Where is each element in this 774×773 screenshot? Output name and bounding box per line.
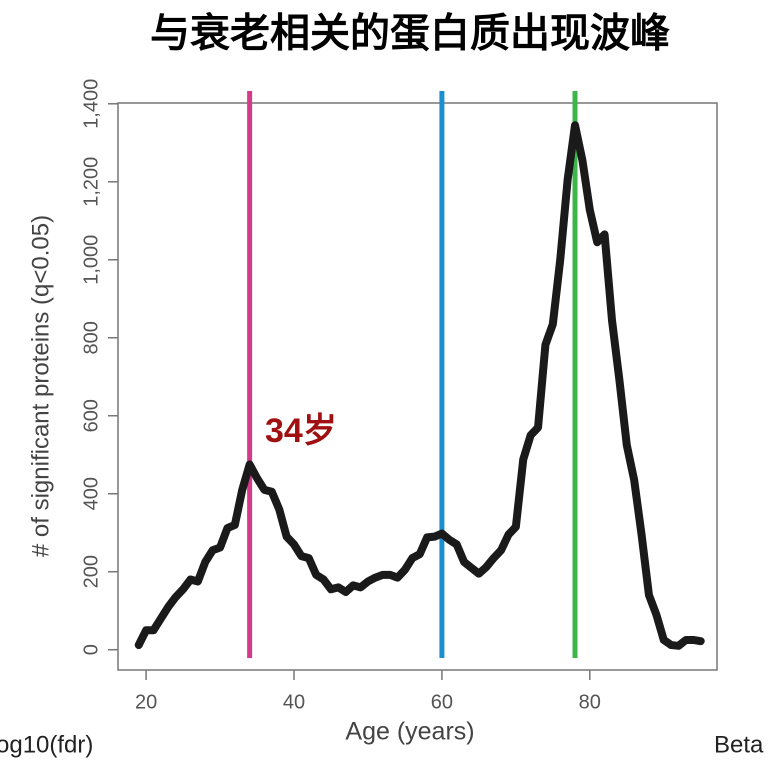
x-tick-label: 40 xyxy=(283,691,305,713)
x-axis-label: Age (years) xyxy=(345,718,474,746)
x-tick-label: 20 xyxy=(135,691,157,713)
y-tick-label: 1,400 xyxy=(80,79,102,129)
y-tick-label: 0 xyxy=(80,644,102,655)
y-tick-label: 600 xyxy=(80,399,102,432)
x-tick-label: 80 xyxy=(579,691,601,713)
y-tick-label: 1,000 xyxy=(80,235,102,285)
plot-frame xyxy=(117,102,718,671)
y-axis-label: # of significant proteins (q<0.05) xyxy=(27,215,54,557)
y-tick-label: 400 xyxy=(80,477,102,510)
chart-title: 与衰老相关的蛋白质出现波峰 xyxy=(150,12,670,56)
data-line xyxy=(134,121,705,650)
y-tick-label: 800 xyxy=(80,321,102,354)
y-tick-label: 200 xyxy=(80,555,102,588)
annotation: 34岁 xyxy=(265,412,337,450)
x-tick-label: 60 xyxy=(431,691,453,713)
footer-text: Beta xyxy=(714,731,764,758)
y-tick-label: 1,200 xyxy=(80,157,102,207)
footer-text: og10(fdr) xyxy=(0,731,93,758)
